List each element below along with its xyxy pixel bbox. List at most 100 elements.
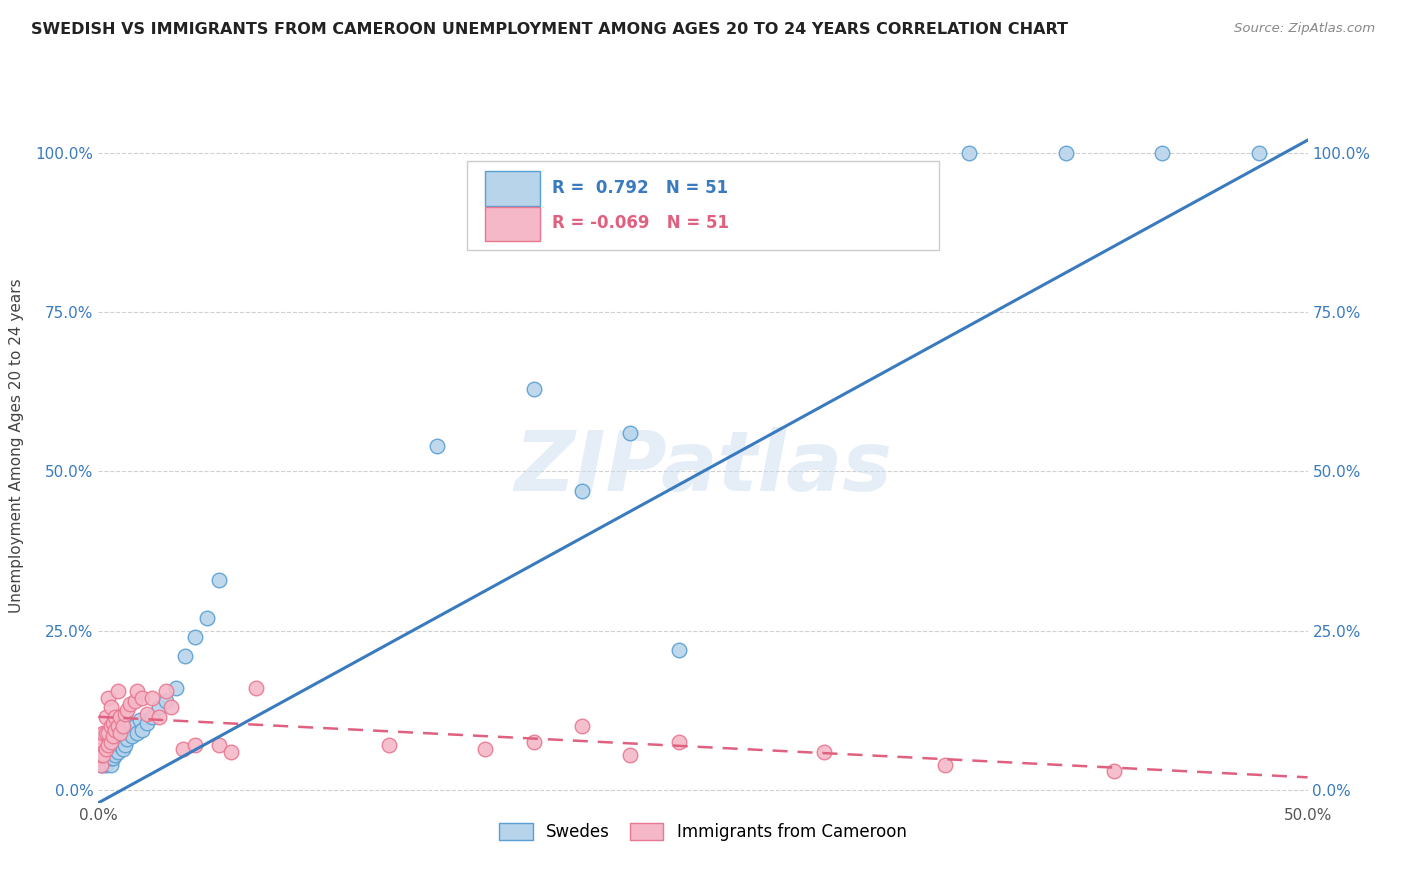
- Point: [124, 719, 146, 733]
- Point: [127, 684, 149, 698]
- Point: [571, 483, 593, 498]
- Point: [91, 757, 114, 772]
- Point: [131, 690, 153, 705]
- Point: [668, 735, 690, 749]
- Point: [90, 739, 112, 753]
- Point: [1054, 145, 1077, 160]
- Point: [100, 700, 122, 714]
- Point: [91, 745, 114, 759]
- Point: [91, 751, 114, 765]
- Point: [100, 719, 122, 733]
- Point: [90, 751, 112, 765]
- Point: [101, 716, 124, 731]
- Point: [208, 739, 231, 753]
- Point: [111, 741, 134, 756]
- Point: [94, 751, 117, 765]
- Point: [87, 751, 110, 765]
- FancyBboxPatch shape: [485, 207, 540, 241]
- Point: [155, 684, 177, 698]
- Point: [104, 739, 127, 753]
- Point: [107, 719, 129, 733]
- Point: [426, 439, 449, 453]
- Point: [111, 719, 134, 733]
- Point: [174, 649, 197, 664]
- Point: [108, 725, 131, 739]
- Point: [619, 426, 641, 441]
- Point: [94, 745, 117, 759]
- Point: [934, 757, 956, 772]
- Point: [101, 745, 124, 759]
- Point: [165, 681, 187, 695]
- Point: [523, 735, 546, 749]
- Point: [957, 145, 980, 160]
- Point: [94, 741, 117, 756]
- Point: [117, 732, 139, 747]
- Point: [97, 747, 120, 762]
- Point: [131, 723, 153, 737]
- Point: [94, 757, 117, 772]
- Point: [172, 741, 194, 756]
- Point: [91, 735, 114, 749]
- Point: [90, 747, 112, 762]
- Point: [87, 741, 110, 756]
- Point: [101, 751, 124, 765]
- Point: [107, 684, 129, 698]
- Point: [148, 700, 170, 714]
- Point: [100, 747, 122, 762]
- Point: [101, 741, 124, 756]
- Text: Source: ZipAtlas.com: Source: ZipAtlas.com: [1234, 22, 1375, 36]
- Point: [1152, 145, 1174, 160]
- Point: [195, 611, 218, 625]
- Point: [91, 725, 114, 739]
- Point: [813, 745, 835, 759]
- Point: [184, 739, 207, 753]
- Point: [668, 643, 690, 657]
- Point: [97, 739, 120, 753]
- Point: [94, 725, 117, 739]
- Point: [1102, 764, 1125, 778]
- Text: R = -0.069   N = 51: R = -0.069 N = 51: [551, 214, 728, 232]
- Y-axis label: Unemployment Among Ages 20 to 24 years: Unemployment Among Ages 20 to 24 years: [10, 278, 24, 614]
- Point: [114, 739, 136, 753]
- Point: [104, 710, 127, 724]
- Point: [118, 725, 141, 739]
- Legend: Swedes, Immigrants from Cameroon: Swedes, Immigrants from Cameroon: [492, 816, 914, 848]
- Point: [619, 747, 641, 762]
- Point: [108, 710, 131, 724]
- Point: [208, 573, 231, 587]
- Point: [245, 681, 267, 695]
- Point: [135, 706, 157, 721]
- Point: [97, 690, 120, 705]
- Point: [571, 719, 593, 733]
- Point: [107, 745, 129, 759]
- Point: [124, 694, 146, 708]
- Point: [135, 716, 157, 731]
- Point: [104, 723, 127, 737]
- Point: [474, 741, 496, 756]
- Point: [118, 697, 141, 711]
- Point: [184, 630, 207, 644]
- Point: [101, 729, 124, 743]
- Point: [108, 739, 131, 753]
- Point: [160, 700, 183, 714]
- Text: ZIPatlas: ZIPatlas: [515, 427, 891, 508]
- FancyBboxPatch shape: [485, 171, 540, 205]
- Point: [1249, 145, 1271, 160]
- Point: [111, 732, 134, 747]
- Point: [90, 757, 112, 772]
- Point: [117, 703, 139, 717]
- Point: [148, 710, 170, 724]
- Point: [104, 747, 127, 762]
- Point: [94, 710, 117, 724]
- Point: [100, 751, 122, 765]
- Point: [377, 739, 399, 753]
- Point: [221, 745, 243, 759]
- Point: [107, 735, 129, 749]
- Text: R =  0.792   N = 51: R = 0.792 N = 51: [551, 178, 728, 196]
- Point: [97, 741, 120, 756]
- Point: [141, 710, 163, 724]
- Point: [90, 757, 112, 772]
- Point: [523, 382, 546, 396]
- Point: [97, 725, 120, 739]
- Point: [97, 751, 120, 765]
